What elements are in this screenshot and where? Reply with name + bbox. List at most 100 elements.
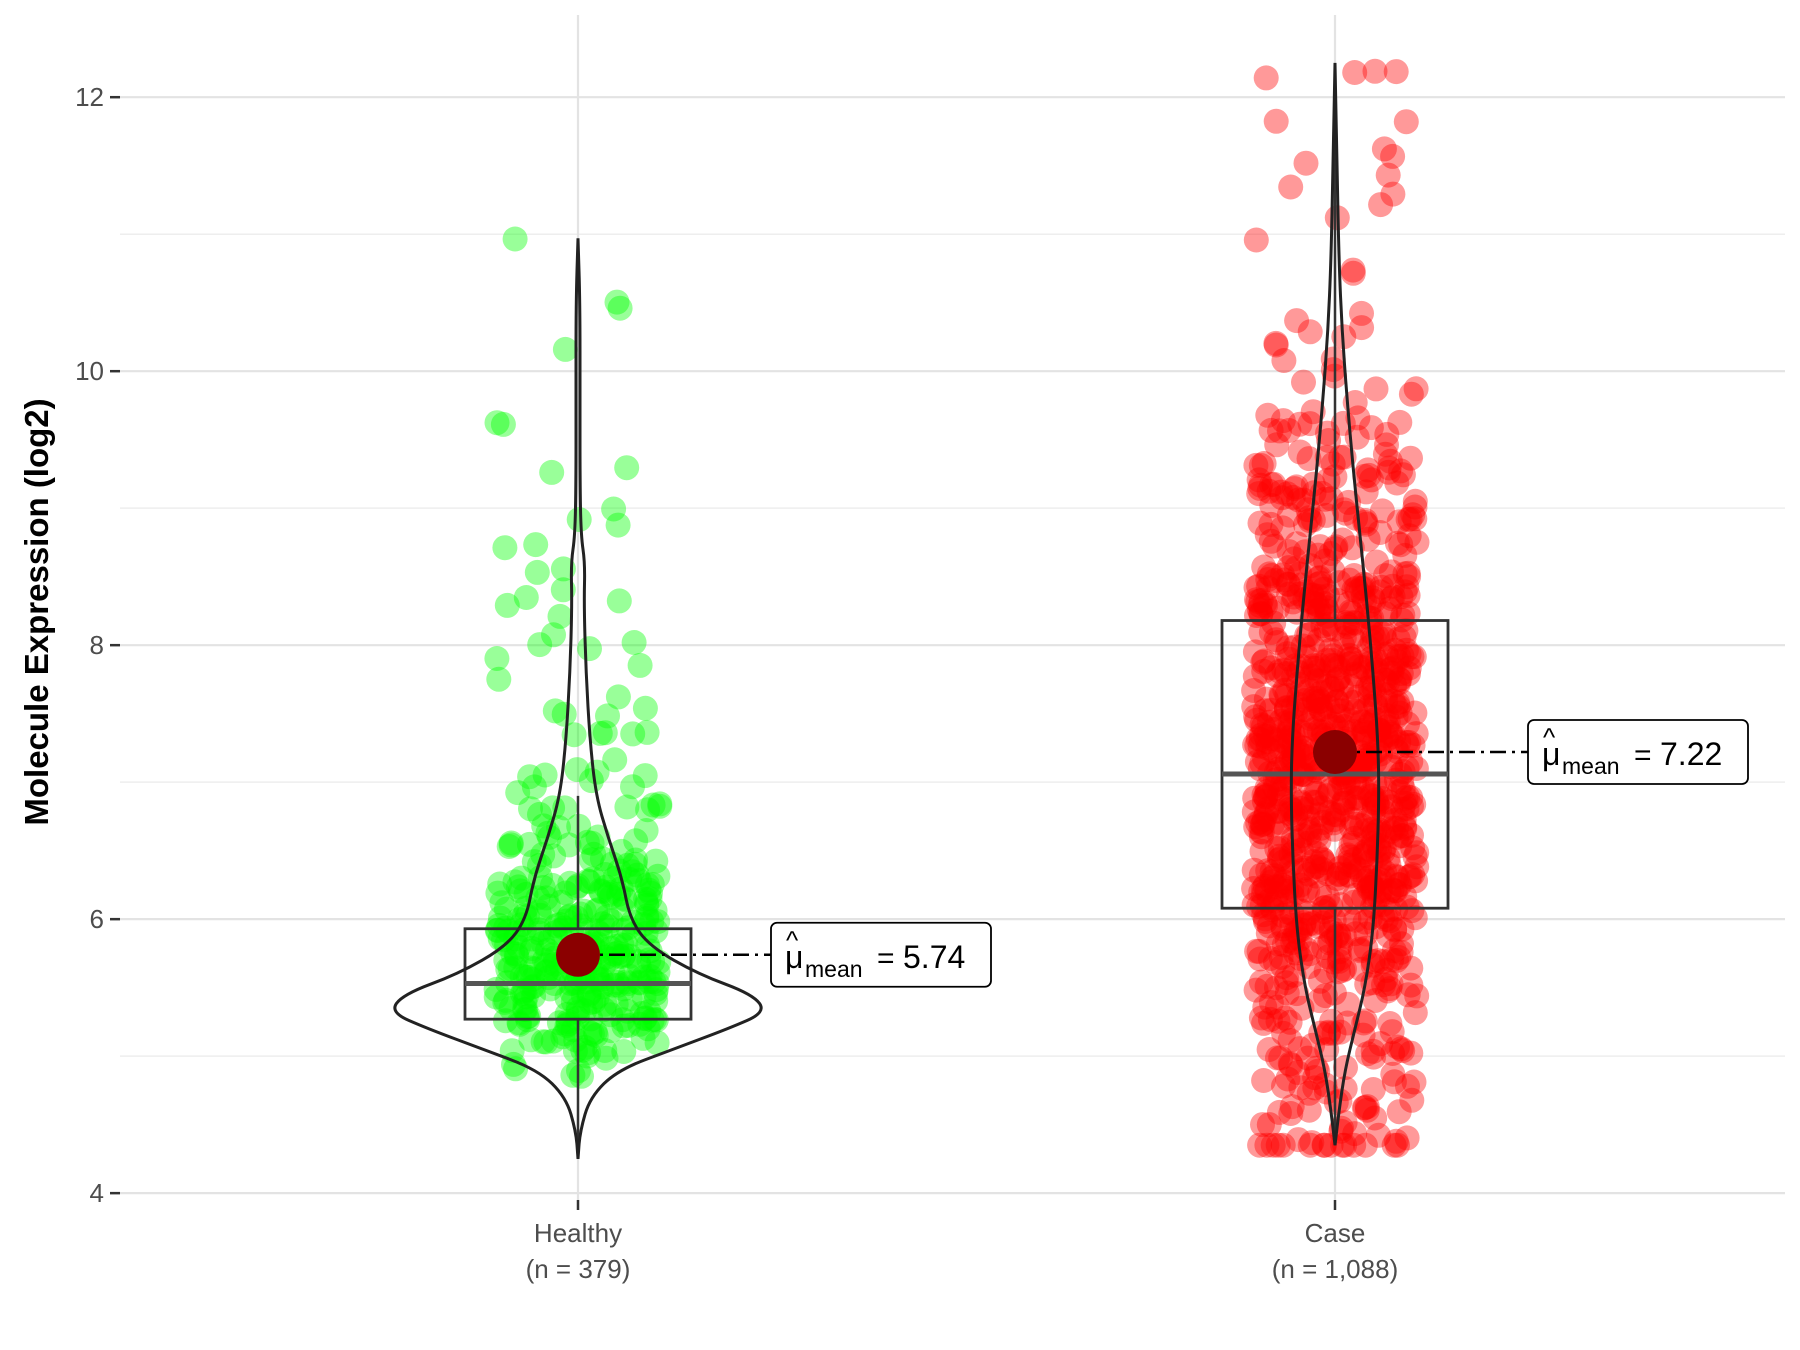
data-point [643, 848, 669, 874]
data-point [490, 411, 516, 437]
data-point [513, 895, 539, 921]
data-point [1276, 571, 1302, 597]
data-point [552, 1021, 578, 1047]
data-point [1386, 666, 1412, 692]
mean-label-equals: = [1634, 739, 1652, 772]
data-point [1342, 825, 1368, 851]
data-point [1311, 935, 1337, 960]
data-point [1292, 855, 1318, 881]
data-point [575, 868, 601, 894]
data-point [1305, 913, 1331, 939]
data-point [1276, 502, 1302, 528]
data-point [1286, 684, 1312, 710]
data-point [1385, 626, 1411, 652]
data-point [1304, 853, 1330, 879]
data-point [1326, 664, 1352, 690]
data-point [1341, 785, 1367, 811]
data-point [601, 496, 627, 522]
data-point [1402, 844, 1428, 870]
data-point [550, 577, 576, 603]
data-point [1389, 931, 1414, 957]
data-point [1314, 444, 1340, 470]
data-point [1352, 818, 1378, 844]
data-point [483, 984, 509, 1010]
data-point [1300, 849, 1326, 875]
data-point [1243, 704, 1269, 730]
data-point [1343, 921, 1369, 947]
data-point [1399, 793, 1424, 819]
data-point [1300, 789, 1325, 815]
data-point [1383, 878, 1409, 904]
data-point [1352, 1132, 1378, 1158]
data-point [1394, 1125, 1420, 1151]
data-point [1301, 653, 1326, 679]
data-point [1282, 634, 1308, 660]
data-point [1374, 421, 1400, 447]
data-point [1279, 851, 1305, 877]
data-point [633, 886, 659, 912]
data-point [1392, 579, 1418, 605]
data-point [1376, 852, 1402, 878]
data-point [1375, 978, 1401, 1004]
data-point [1338, 815, 1364, 841]
data-point [1355, 457, 1381, 483]
data-point [1251, 807, 1277, 832]
data-point [1266, 821, 1292, 847]
data-point [1355, 836, 1381, 862]
data-point [1297, 705, 1323, 731]
data-point [1375, 923, 1401, 949]
data-point [1335, 991, 1361, 1017]
data-point [1384, 947, 1409, 973]
data-point [1277, 728, 1303, 753]
data-point [532, 762, 558, 788]
data-point [1295, 796, 1321, 822]
data-point [1247, 733, 1273, 759]
data-point [1267, 418, 1292, 444]
data-point [1367, 717, 1392, 743]
data-point [1277, 1009, 1303, 1035]
data-point [634, 892, 660, 918]
data-point [1248, 824, 1274, 850]
data-point [1249, 722, 1275, 748]
data-point [1395, 1073, 1420, 1099]
data-point [1251, 782, 1277, 808]
data-point [1330, 527, 1356, 553]
data-point [1317, 800, 1342, 826]
data-point [632, 763, 658, 789]
data-point [496, 834, 522, 859]
data-point [1359, 628, 1385, 654]
data-point [1373, 723, 1399, 749]
data-point [1332, 1132, 1358, 1158]
data-point [1324, 667, 1350, 693]
data-point [1248, 472, 1274, 498]
data-point [1384, 815, 1410, 841]
data-point [598, 884, 624, 910]
data-point [1352, 909, 1378, 935]
data-point [560, 989, 586, 1015]
data-point [1252, 994, 1278, 1020]
data-point [1378, 721, 1404, 747]
data-point [1340, 260, 1366, 286]
data-point [1300, 507, 1326, 533]
data-point [1367, 520, 1393, 545]
data-point [626, 953, 652, 979]
data-point [1251, 1010, 1277, 1036]
data-point [639, 871, 665, 897]
data-point [1332, 1076, 1358, 1102]
data-point [576, 982, 602, 1008]
data-point [522, 956, 548, 982]
data-point [1339, 806, 1365, 832]
data-point [1249, 838, 1275, 864]
data-point [617, 943, 643, 969]
data-point [1271, 869, 1297, 895]
data-point [1287, 439, 1313, 465]
data-point [1276, 725, 1302, 751]
data-point [1322, 816, 1347, 842]
data-point [606, 943, 632, 969]
data-point [1356, 593, 1382, 619]
data-point [518, 1027, 544, 1053]
data-point [1402, 700, 1428, 726]
data-point [1280, 589, 1306, 615]
data-point [539, 872, 565, 898]
data-point [1393, 637, 1419, 663]
